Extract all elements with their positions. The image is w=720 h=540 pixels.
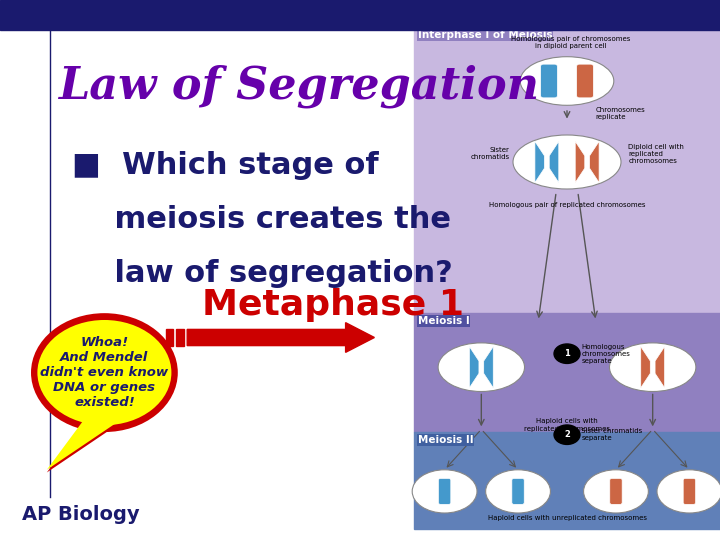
Ellipse shape [412, 470, 477, 513]
Polygon shape [549, 141, 559, 183]
Ellipse shape [657, 470, 720, 513]
Polygon shape [47, 424, 119, 472]
Polygon shape [535, 141, 544, 183]
Text: Interphase I of Meiosis: Interphase I of Meiosis [418, 30, 552, 40]
Bar [166, 329, 173, 346]
Ellipse shape [583, 470, 648, 513]
Bar [414, 24, 720, 313]
Text: Homologous pair of replicated chromosomes: Homologous pair of replicated chromosome… [489, 202, 645, 208]
Ellipse shape [438, 343, 524, 391]
Polygon shape [484, 347, 493, 388]
Text: Law of Segregation: Law of Segregation [58, 65, 539, 109]
Ellipse shape [36, 319, 173, 427]
Circle shape [554, 425, 580, 444]
Text: Homologous pair of chromosomes
in diploid parent cell: Homologous pair of chromosomes in diploi… [511, 36, 630, 49]
Text: Homologous
chromosomes
separate: Homologous chromosomes separate [582, 343, 630, 364]
Text: Haploid cells with
replicated chromosomes: Haploid cells with replicated chromosome… [524, 418, 610, 431]
Text: ■  Which stage of: ■ Which stage of [72, 151, 379, 180]
Ellipse shape [32, 314, 176, 431]
Bar [414, 432, 720, 529]
Bar [176, 329, 184, 346]
FancyBboxPatch shape [683, 478, 696, 504]
FancyBboxPatch shape [512, 478, 524, 504]
Polygon shape [469, 347, 479, 388]
Polygon shape [641, 347, 650, 388]
FancyBboxPatch shape [610, 478, 622, 504]
Text: law of segregation?: law of segregation? [72, 259, 453, 288]
FancyBboxPatch shape [438, 478, 451, 504]
FancyBboxPatch shape [577, 64, 593, 98]
Polygon shape [590, 141, 599, 183]
Ellipse shape [609, 343, 696, 391]
FancyBboxPatch shape [541, 64, 557, 98]
Ellipse shape [513, 135, 621, 189]
Text: Haploid cells with unreplicated chromosomes: Haploid cells with unreplicated chromoso… [487, 515, 647, 521]
Polygon shape [47, 421, 119, 470]
Ellipse shape [485, 470, 550, 513]
Text: Meiosis I: Meiosis I [418, 316, 469, 326]
Text: AP Biology: AP Biology [22, 505, 139, 524]
Text: 2: 2 [564, 430, 570, 439]
FancyArrow shape [187, 322, 374, 353]
Bar [414, 313, 720, 432]
Text: meiosis creates the: meiosis creates the [72, 205, 451, 234]
Text: Sister chromatids
separate: Sister chromatids separate [582, 428, 643, 441]
Circle shape [554, 344, 580, 363]
Polygon shape [575, 141, 585, 183]
Bar [0, 0, 720, 30]
Text: Meiosis II: Meiosis II [418, 435, 473, 445]
Text: 1: 1 [564, 349, 570, 358]
Text: Metaphase 1: Metaphase 1 [202, 288, 464, 322]
Polygon shape [655, 347, 665, 388]
Ellipse shape [521, 57, 613, 105]
Text: Diploid cell with
replicated
chromosomes: Diploid cell with replicated chromosomes [628, 144, 684, 164]
Text: Sister
chromatids: Sister chromatids [470, 147, 510, 160]
Text: Chromosomes
replicate: Chromosomes replicate [596, 107, 646, 120]
Text: Whoa!
And Mendel
didn't even know
DNA or genes
existed!: Whoa! And Mendel didn't even know DNA or… [40, 336, 168, 409]
